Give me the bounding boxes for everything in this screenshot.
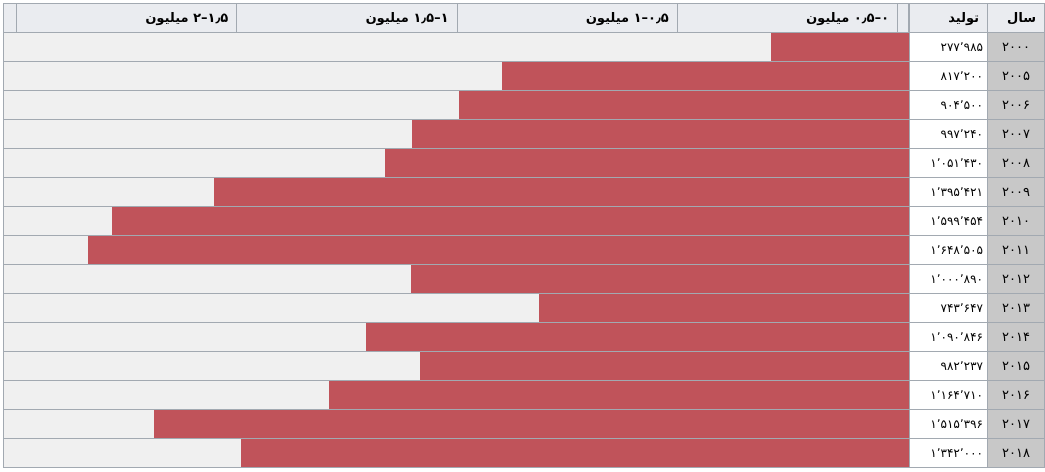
- header-range: ۰–۰٫۵ میلیون: [676, 3, 898, 33]
- production-bar: [240, 439, 909, 467]
- production-bar: [154, 410, 909, 438]
- production-bar: [770, 33, 909, 61]
- year-cell: ۲۰۱۲: [987, 264, 1045, 294]
- production-bar: [214, 178, 909, 206]
- year-cell: ۲۰۰۵: [987, 61, 1045, 91]
- bar-cell: [3, 90, 910, 120]
- production-cell: ۷۴۳٬۶۴۷: [909, 293, 988, 323]
- bar-cell: [3, 61, 910, 91]
- production-bar: [410, 265, 909, 293]
- production-cell: ۸۱۷٬۲۰۰: [909, 61, 988, 91]
- year-cell: ۲۰۰۶: [987, 90, 1045, 120]
- year-cell: ۲۰۰۷: [987, 119, 1045, 149]
- bar-cell: [3, 206, 910, 236]
- production-bar: [328, 381, 909, 409]
- production-cell: ۹۸۲٬۲۳۷: [909, 351, 988, 381]
- year-cell: ۲۰۱۱: [987, 235, 1045, 265]
- header-spacer: [897, 3, 909, 33]
- production-cell: ۱٬۶۴۸٬۵۰۵: [909, 235, 988, 265]
- production-cell: ۱٬۳۹۵٬۴۲۱: [909, 177, 988, 207]
- year-cell: ۲۰۱۶: [987, 380, 1045, 410]
- header-production: تولید: [909, 3, 988, 33]
- production-bar: [365, 323, 909, 351]
- production-cell: ۹۰۴٬۵۰۰: [909, 90, 988, 120]
- production-cell: ۱٬۰۹۰٬۸۴۶: [909, 322, 988, 352]
- header-range: ۱٫۵–۲ میلیون: [16, 3, 238, 33]
- production-cell: ۱٬۱۶۴٬۷۱۰: [909, 380, 988, 410]
- production-bar: [538, 294, 909, 322]
- production-cell: ۱٬۵۹۹٬۴۵۴: [909, 206, 988, 236]
- bar-cell: [3, 235, 910, 265]
- header-spacer: [3, 3, 17, 33]
- bar-cell: [3, 119, 910, 149]
- bar-cell: [3, 264, 910, 294]
- production-bar: [112, 207, 909, 235]
- production-bar: [88, 236, 909, 264]
- year-cell: ۲۰۰۹: [987, 177, 1045, 207]
- production-bar: [412, 120, 909, 148]
- production-bar: [385, 149, 909, 177]
- production-cell: ۹۹۷٬۲۴۰: [909, 119, 988, 149]
- bar-cell: [3, 351, 910, 381]
- bar-cell: [3, 409, 910, 439]
- year-cell: ۲۰۱۰: [987, 206, 1045, 236]
- production-bar: [458, 91, 909, 119]
- production-cell: ۱٬۰۰۰٬۸۹۰: [909, 264, 988, 294]
- header-range: ۰٫۵–۱ میلیون: [456, 3, 678, 33]
- year-cell: ۲۰۱۳: [987, 293, 1045, 323]
- bar-cell: [3, 177, 910, 207]
- production-cell: ۲۷۷٬۹۸۵: [909, 32, 988, 62]
- production-cell: ۱٬۵۱۵٬۳۹۶: [909, 409, 988, 439]
- production-bar: [419, 352, 909, 380]
- production-bar: [502, 62, 909, 90]
- bar-cell: [3, 322, 910, 352]
- production-cell: ۱٬۰۵۱٬۴۳۰: [909, 148, 988, 178]
- year-cell: ۲۰۱۴: [987, 322, 1045, 352]
- bar-cell: [3, 293, 910, 323]
- year-cell: ۲۰۰۸: [987, 148, 1045, 178]
- year-cell: ۲۰۰۰: [987, 32, 1045, 62]
- bar-cell: [3, 438, 910, 468]
- year-cell: ۲۰۱۸: [987, 438, 1045, 468]
- bar-cell: [3, 380, 910, 410]
- year-cell: ۲۰۱۷: [987, 409, 1045, 439]
- header-range: ۱–۱٫۵ میلیون: [236, 3, 458, 33]
- year-cell: ۲۰۱۵: [987, 351, 1045, 381]
- bar-cell: [3, 32, 910, 62]
- header-year: سال: [987, 3, 1045, 33]
- production-cell: ۱٬۳۴۲٬۰۰۰: [909, 438, 988, 468]
- bar-cell: [3, 148, 910, 178]
